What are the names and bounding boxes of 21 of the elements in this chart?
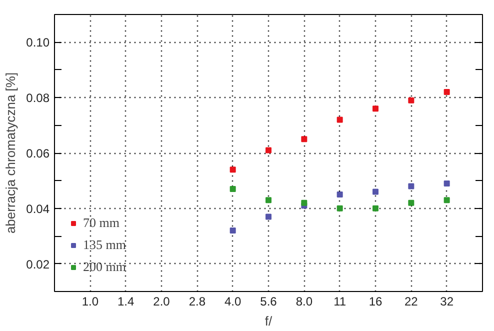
x-tick-label: 16 [368, 294, 382, 308]
legend-label: 135 mm [83, 237, 126, 253]
y-tick-label: 0.08 [26, 91, 50, 106]
y-tick-label: 0.10 [26, 36, 50, 50]
x-tick-label: 5.6 [260, 294, 278, 308]
x-tick-label: 1.4 [117, 294, 134, 308]
x-tick-label: 4.0 [224, 294, 242, 308]
x-tick-label: 32 [440, 294, 454, 308]
y-tick-label: 0.06 [26, 146, 50, 160]
x-tick-label: 2.0 [153, 294, 170, 308]
legend-label: 200 mm [83, 259, 126, 275]
x-tick-label: 11 [334, 294, 346, 308]
y-axis-title: aberracja chromatyczna [%] [3, 72, 18, 234]
x-tick-label: 22 [404, 294, 418, 308]
x-axis-title: f/ [264, 314, 272, 328]
legend-label: 70 mm [83, 215, 120, 231]
x-tick-label: 8.0 [296, 294, 313, 308]
y-tick-label: 0.02 [26, 257, 50, 272]
x-tick-label: 1.0 [82, 294, 99, 308]
y-tick-label: 0.04 [26, 202, 50, 216]
x-tick-label: 2.8 [188, 294, 206, 308]
